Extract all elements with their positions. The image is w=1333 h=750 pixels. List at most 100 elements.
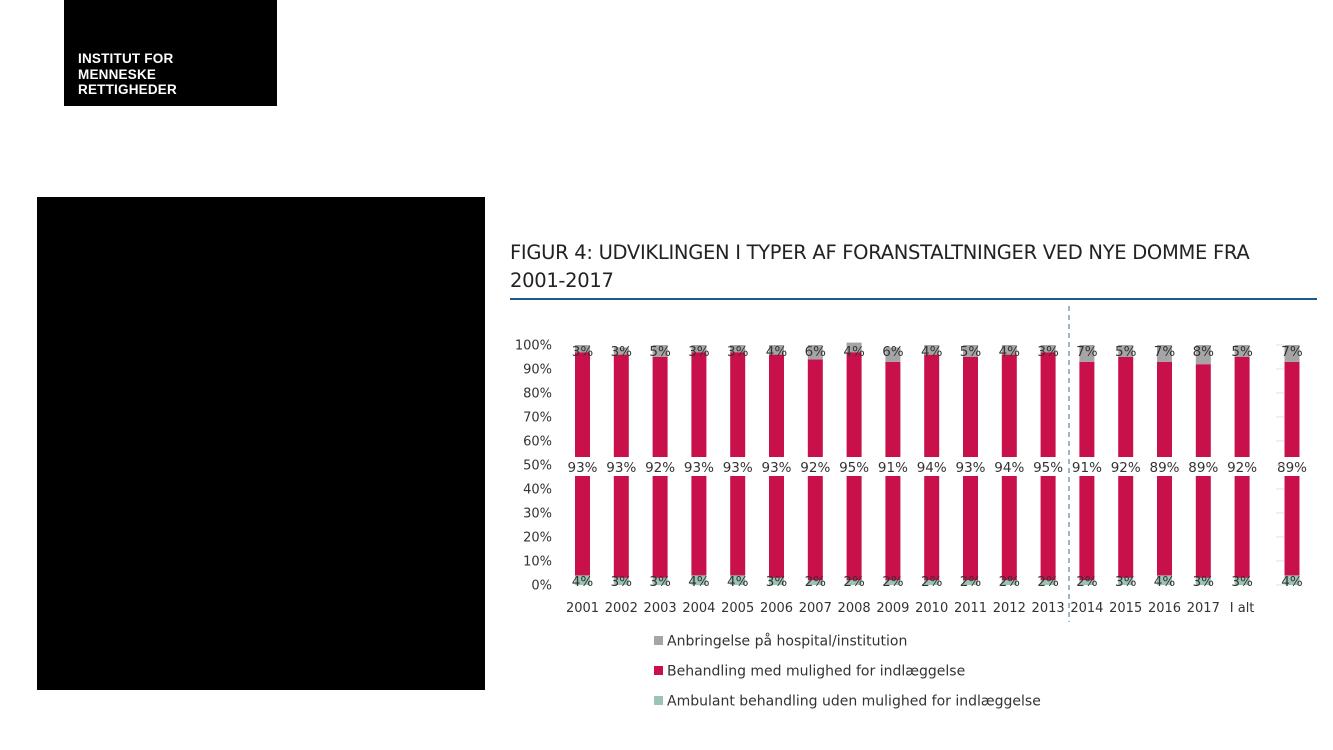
logo: INSTITUT FOR MENNESKE RETTIGHEDER [64, 0, 277, 106]
data-label-ambulant: 2% [882, 574, 904, 590]
bar-segment-anbringelse [807, 345, 823, 360]
data-label-anbringelse: 5% [1115, 344, 1137, 360]
bar-segment-anbringelse [1234, 345, 1250, 357]
bar-segment-behandling [924, 476, 940, 581]
x-tick-label: 2009 [876, 601, 909, 616]
data-label-anbringelse: 5% [649, 344, 671, 360]
data-label-ambulant: 3% [1115, 574, 1137, 590]
x-tick-label: 2015 [1109, 601, 1142, 616]
x-tick-label: 2003 [644, 601, 677, 616]
bar-segment-behandling [963, 357, 978, 457]
data-label-behandling: 94% [917, 460, 947, 476]
data-label-anbringelse: 6% [882, 344, 904, 360]
data-label-anbringelse: 6% [805, 344, 827, 360]
y-tick-label: 30% [523, 507, 552, 522]
y-tick-label: 0% [531, 579, 552, 594]
bar-segment-behandling [575, 476, 590, 576]
bar-segment-ambulant [769, 577, 784, 585]
legend-swatch [654, 666, 663, 675]
bar-segment-behandling [846, 476, 862, 581]
data-label-behandling: 89% [1188, 460, 1218, 476]
title-rule [510, 298, 1317, 300]
data-label-ambulant: 3% [649, 574, 671, 590]
black-panel [37, 197, 485, 690]
data-label-ambulant: 3% [1231, 574, 1253, 590]
data-label-behandling: 94% [994, 460, 1024, 476]
data-label-ambulant: 2% [999, 574, 1021, 590]
bar-segment-ambulant [730, 575, 746, 585]
bar-segment-ambulant [613, 577, 629, 585]
x-tick-label: 2017 [1187, 601, 1220, 616]
bar-segment-ambulant [652, 577, 668, 585]
bar-segment-ambulant [1079, 580, 1095, 585]
data-label-behandling: 89% [1277, 460, 1307, 476]
bar-segment-behandling [769, 354, 784, 457]
bar-segment-ambulant [807, 580, 823, 585]
data-label-anbringelse: 5% [960, 344, 982, 360]
y-tick-label: 90% [523, 363, 552, 378]
legend-swatch [654, 696, 663, 705]
data-label-ambulant: 2% [960, 574, 982, 590]
data-label-ambulant: 3% [766, 574, 788, 590]
y-tick-label: 40% [523, 483, 552, 498]
bar-segment-anbringelse [924, 345, 940, 355]
figure-title: FIGUR 4: UDVIKLINGEN I TYPER AF FORANSTA… [510, 241, 1250, 292]
data-label-behandling: 89% [1149, 460, 1179, 476]
data-label-anbringelse: 5% [1231, 344, 1253, 360]
data-label-anbringelse: 8% [1193, 344, 1215, 360]
data-label-behandling: 91% [1072, 460, 1102, 476]
bar-segment-behandling [730, 476, 746, 576]
data-label-anbringelse: 3% [572, 344, 594, 360]
bar-segment-behandling [1040, 476, 1056, 581]
edge-clip [1317, 300, 1333, 630]
y-tick-label: 10% [523, 555, 552, 570]
data-label-ambulant: 2% [805, 574, 827, 590]
x-tick-label: 2006 [760, 601, 793, 616]
bar-segment-behandling [1284, 476, 1300, 576]
data-label-ambulant: 2% [843, 574, 865, 590]
bar-segment-behandling [613, 354, 629, 457]
bar-segment-behandling [807, 476, 823, 581]
x-tick-label: 2002 [605, 601, 638, 616]
data-label-ambulant: 2% [1076, 574, 1098, 590]
logo-text: INSTITUT FOR MENNESKE RETTIGHEDER [78, 51, 177, 97]
y-tick-label: 70% [523, 411, 552, 426]
bar-segment-behandling [1157, 476, 1172, 576]
data-label-behandling: 93% [606, 460, 636, 476]
bar-segment-behandling [575, 352, 590, 457]
data-label-anbringelse: 7% [1076, 344, 1098, 360]
x-tick-label: 2004 [682, 601, 715, 616]
data-label-ambulant: 3% [1193, 574, 1215, 590]
bar-segment-anbringelse [652, 345, 668, 357]
bar-segment-ambulant [885, 580, 901, 585]
bar-segment-behandling [885, 361, 901, 457]
x-tick-label: 2014 [1070, 601, 1103, 616]
bar-segment-behandling [652, 476, 668, 578]
data-label-behandling: 91% [878, 460, 908, 476]
data-label-ambulant: 4% [572, 574, 594, 590]
bar-segment-anbringelse [885, 347, 901, 362]
bar-segment-anbringelse [691, 345, 707, 353]
bar-segment-anbringelse [1079, 345, 1095, 362]
legend-swatch [654, 636, 663, 645]
data-label-anbringelse: 7% [1154, 344, 1176, 360]
bar-segment-behandling [1284, 361, 1300, 457]
data-label-ambulant: 2% [921, 574, 943, 590]
bar-segment-anbringelse [1157, 345, 1172, 362]
data-label-ambulant: 4% [1154, 574, 1176, 590]
bar-segment-behandling [769, 476, 784, 578]
data-label-ambulant: 3% [611, 574, 633, 590]
data-label-ambulant: 4% [727, 574, 749, 590]
y-tick-label: 80% [523, 387, 552, 402]
bar-segment-behandling [1001, 354, 1017, 457]
bar-segment-ambulant [1234, 577, 1250, 585]
data-label-behandling: 92% [645, 460, 675, 476]
bar-segment-anbringelse [963, 345, 978, 357]
bar-segment-behandling [1157, 361, 1172, 457]
x-tick-label: 2001 [566, 601, 599, 616]
y-tick-label: 20% [523, 531, 552, 546]
legend-label: Behandling med mulighed for indlæggelse [667, 664, 965, 680]
bar-segment-behandling [1234, 476, 1250, 578]
bar-segment-ambulant [963, 580, 978, 585]
